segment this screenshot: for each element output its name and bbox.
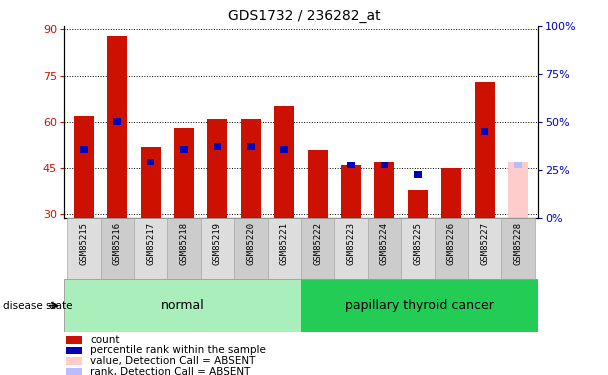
Bar (80, 146, 88, 153)
Bar (66, 346, 82, 354)
Bar (74, 116, 94, 218)
Bar (107, 36, 127, 218)
Text: GSM85224: GSM85224 (380, 222, 389, 266)
Bar (274, 106, 294, 218)
Bar (381, 162, 389, 168)
Text: percentile rank within the sample: percentile rank within the sample (90, 345, 266, 355)
Bar (368, 217, 401, 279)
Bar (207, 119, 227, 218)
Bar (341, 165, 361, 218)
Bar (468, 217, 502, 279)
Text: GSM85220: GSM85220 (246, 222, 255, 266)
Text: GSM85218: GSM85218 (179, 222, 188, 266)
Bar (301, 279, 538, 332)
Bar (375, 162, 395, 218)
Text: GSM85215: GSM85215 (80, 222, 88, 266)
Text: GSM85228: GSM85228 (514, 222, 522, 266)
Text: GSM85227: GSM85227 (480, 222, 489, 266)
Text: normal: normal (161, 299, 204, 312)
Text: count: count (90, 334, 120, 345)
Bar (114, 118, 121, 125)
Bar (174, 128, 194, 218)
Text: rank, Detection Call = ABSENT: rank, Detection Call = ABSENT (90, 367, 250, 375)
Text: GSM85222: GSM85222 (313, 222, 322, 266)
Text: GSM85225: GSM85225 (413, 222, 423, 266)
Bar (508, 162, 528, 218)
Text: GSM85217: GSM85217 (146, 222, 155, 266)
Bar (441, 168, 461, 217)
Bar (247, 143, 255, 150)
Bar (134, 217, 167, 279)
Bar (435, 217, 468, 279)
Bar (347, 162, 355, 168)
Text: GDS1732 / 236282_at: GDS1732 / 236282_at (227, 9, 381, 23)
Bar (414, 171, 422, 178)
Bar (66, 357, 82, 365)
Bar (167, 217, 201, 279)
Bar (481, 128, 488, 135)
Text: disease state: disease state (3, 301, 72, 310)
Bar (100, 217, 134, 279)
Bar (408, 190, 428, 217)
Text: GSM85223: GSM85223 (347, 222, 356, 266)
Bar (334, 217, 368, 279)
Bar (502, 217, 535, 279)
Text: GSM85226: GSM85226 (447, 222, 456, 266)
Bar (514, 162, 522, 168)
Bar (64, 279, 301, 332)
Bar (66, 368, 82, 375)
Bar (241, 119, 261, 218)
Bar (201, 217, 234, 279)
Text: value, Detection Call = ABSENT: value, Detection Call = ABSENT (90, 356, 255, 366)
Bar (308, 150, 328, 217)
Bar (268, 217, 301, 279)
Bar (67, 217, 100, 279)
Bar (213, 143, 221, 150)
Text: GSM85221: GSM85221 (280, 222, 289, 266)
Bar (280, 146, 288, 153)
Bar (401, 217, 435, 279)
Bar (180, 146, 188, 153)
Bar (475, 82, 495, 218)
Bar (147, 159, 154, 165)
Bar (301, 217, 334, 279)
Text: papillary thyroid cancer: papillary thyroid cancer (345, 299, 494, 312)
Text: GSM85219: GSM85219 (213, 222, 222, 266)
Bar (234, 217, 268, 279)
Text: GSM85216: GSM85216 (112, 222, 122, 266)
Bar (66, 336, 82, 344)
Bar (140, 147, 161, 218)
